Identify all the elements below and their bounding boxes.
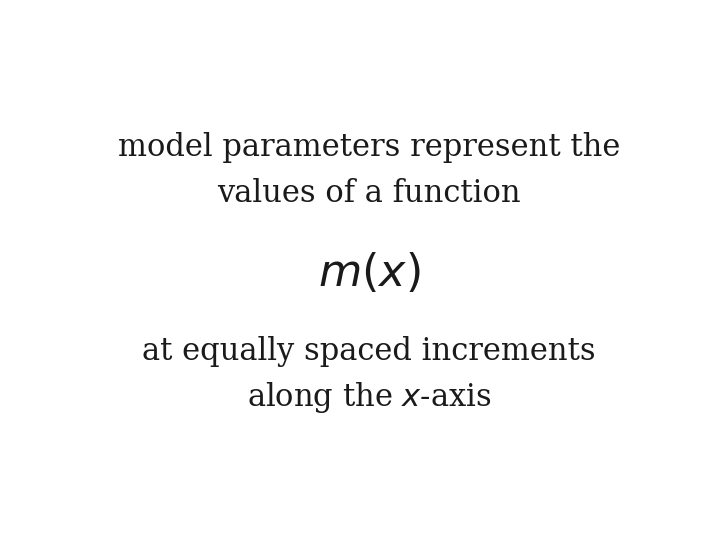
Text: $\mathit{m}(x)$: $\mathit{m}(x)$: [318, 251, 420, 295]
Text: model parameters represent the: model parameters represent the: [118, 132, 620, 164]
Text: at equally spaced increments: at equally spaced increments: [142, 336, 596, 367]
Text: values of a function: values of a function: [217, 178, 521, 209]
Text: along the $\mathit{x}$-axis: along the $\mathit{x}$-axis: [247, 380, 491, 415]
